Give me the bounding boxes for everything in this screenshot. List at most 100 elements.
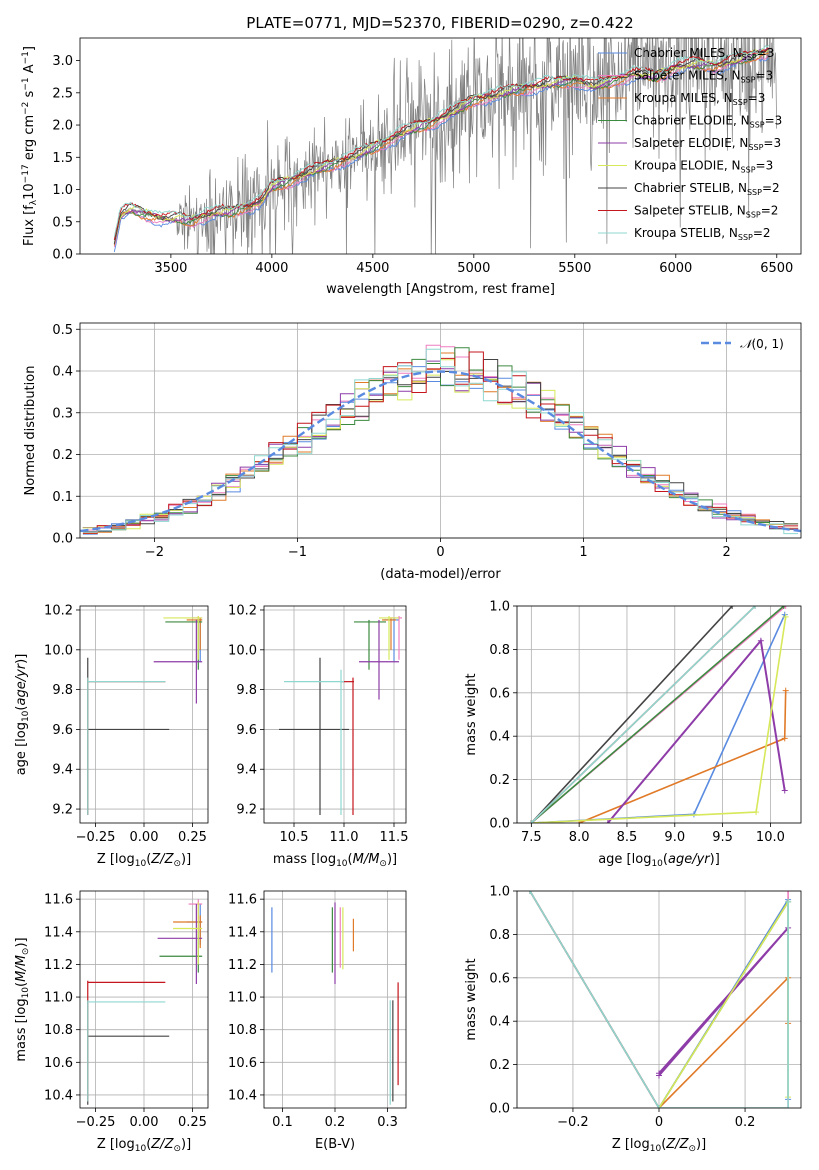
axes-frame — [79, 322, 802, 539]
age-vs-Z-panel: −0.25 0.00 0.25 9.2 9.4 9.6 9.8 10.0 10.2 Z [log1… — [14, 603, 209, 869]
y-tick-label: 9.8 — [52, 683, 73, 698]
mass-vs-Z-panel: −0.25 0.00 0.25 10.4 10.6 10.8 11.0 11.2 11.4 11.… — [14, 890, 209, 1154]
panels-layer: 3500 4000 4500 5000 5500 6000 6500 0.0 0.5 1.0 1.5… — [14, 37, 802, 1154]
x-axis-label: Z [log10(Z/Z⊙)] — [97, 852, 191, 869]
y-tick-label: 11.6 — [44, 893, 73, 908]
x-tick-label: 1 — [579, 545, 587, 560]
weight-marker-3 — [780, 606, 787, 609]
y-tick-label: 11.6 — [228, 893, 257, 908]
x-tick-label: 8.5 — [617, 830, 638, 845]
y-tick-label: 10.6 — [228, 1056, 257, 1071]
weight-vs-Z-plot-area — [526, 891, 792, 1108]
x-tick-label: 0.25 — [178, 830, 207, 845]
x-tick-label: −0.2 — [557, 1115, 589, 1130]
spectrum-plot-area — [113, 38, 777, 254]
x-tick-label: 10.0 — [756, 830, 785, 845]
weight-marker-8 — [785, 898, 792, 905]
axes-frame — [516, 605, 802, 824]
x-tick-label: −0.25 — [76, 830, 116, 845]
y-tick-label: 11.0 — [44, 991, 73, 1006]
x-tick-label: 9.0 — [664, 830, 685, 845]
y-axis-label: age [log10(age/yr)] — [14, 654, 31, 776]
y-tick-label: 0.4 — [489, 1015, 510, 1030]
y-tick-label: 1.0 — [489, 885, 510, 900]
residuals-legend: 𝒩(0, 1) — [701, 337, 784, 351]
weight-vs-age-panel: 7.5 8.0 8.5 9.0 9.5 10.0 0.0 0.2 0.4 0.6 0.8 1.0 age… — [464, 600, 802, 869]
x-tick-label: 11.0 — [330, 830, 359, 845]
x-tick-label: 0.1 — [272, 1115, 293, 1130]
y-tick-label: 0.5 — [52, 215, 73, 230]
x-tick-label: 0.3 — [377, 1115, 398, 1130]
x-tick-label: 0 — [436, 545, 444, 560]
y-axis-label: mass weight — [464, 673, 479, 755]
weight-marker-4 — [656, 1072, 662, 1079]
y-tick-label: 0.2 — [489, 1058, 510, 1073]
y-tick-label: 0.4 — [489, 730, 510, 745]
x-tick-label: 5000 — [457, 261, 490, 276]
x-tick-label: 0.25 — [178, 1115, 207, 1130]
y-tick-label: 0.6 — [489, 971, 510, 986]
model-spectrum-6 — [113, 48, 769, 245]
figure-title: PLATE=0771, MJD=52370, FIBERID=0290, z=0… — [246, 14, 633, 32]
y-tick-label: 2.5 — [52, 86, 73, 101]
y-tick-label: 10.8 — [44, 1023, 73, 1038]
weight-marker-1 — [785, 891, 792, 894]
x-tick-label: 0 — [655, 1115, 663, 1130]
residuals-plot-area — [80, 344, 801, 535]
y-tick-label: 10.0 — [44, 643, 73, 658]
x-tick-label: 0.2 — [325, 1115, 346, 1130]
x-axis-label: (data-model)/error — [380, 567, 501, 582]
y-tick-label: 0.3 — [52, 406, 73, 421]
y-tick-label: 0.6 — [489, 686, 510, 701]
weight-marker-5 — [782, 613, 789, 620]
mass-vs-EBV-plot-area — [271, 902, 399, 1105]
y-tick-label: 9.2 — [236, 803, 257, 818]
x-tick-label: 5500 — [558, 261, 591, 276]
y-tick-label: 9.8 — [236, 683, 257, 698]
legend-entry: Chabrier MILES, NSSP=3 — [634, 46, 774, 62]
weight-marker-1 — [782, 606, 789, 609]
x-tick-label: −0.25 — [76, 1115, 116, 1130]
spectrum-legend: Chabrier MILES, NSSP=3 Salpeter MILES, NS… — [598, 46, 782, 242]
age-vs-mass-panel: 10.5 11.0 11.5 9.2 9.4 9.6 9.8 10.0 10.2 mass [lo… — [228, 603, 408, 869]
legend-entry: Salpeter ELODIE, NSSP=3 — [634, 136, 781, 152]
gaussian-curve — [80, 370, 801, 533]
y-tick-label: 11.2 — [228, 958, 257, 973]
model-spectrum-5 — [113, 48, 770, 244]
legend-entry: Salpeter MILES, NSSP=3 — [634, 69, 773, 85]
x-tick-label: 0.2 — [735, 1115, 756, 1130]
y-tick-label: 9.6 — [52, 723, 73, 738]
axes-frame — [263, 605, 407, 824]
model-spectrum-3 — [113, 49, 769, 245]
x-tick-label: 4500 — [356, 261, 389, 276]
y-tick-label: 9.6 — [236, 723, 257, 738]
model-spectrum-7 — [113, 47, 769, 241]
weight-marker-8 — [528, 820, 535, 823]
y-tick-label: 0.2 — [52, 448, 73, 463]
y-tick-label: 0.0 — [489, 1102, 510, 1117]
y-tick-label: 11.0 — [228, 991, 257, 1006]
axes-frame — [79, 605, 209, 824]
x-tick-label: 11.5 — [380, 830, 409, 845]
x-tick-label: 4000 — [255, 261, 288, 276]
weight-line-6 — [530, 606, 733, 823]
weight-marker-6 — [729, 606, 736, 609]
weight-line-3 — [530, 606, 785, 823]
y-tick-label: 9.4 — [236, 763, 257, 778]
y-tick-label: 0.1 — [52, 490, 73, 505]
weight-marker-8 — [526, 891, 533, 894]
y-tick-label: 10.0 — [228, 643, 257, 658]
x-axis-label: wavelength [Angstrom, rest frame] — [326, 282, 555, 297]
y-tick-label: 9.4 — [52, 763, 73, 778]
weight-marker-4 — [781, 787, 788, 794]
y-tick-label: 9.2 — [52, 803, 73, 818]
y-tick-label: 0.2 — [489, 773, 510, 788]
x-axis-label: E(B-V) — [315, 1137, 355, 1152]
residuals-panel: −2 −1 0 1 2 0.0 0.1 0.2 0.3 0.4 0.5 𝒩(0, 1) (data-mo… — [23, 322, 802, 582]
legend-entry: 𝒩(0, 1) — [740, 337, 784, 351]
y-tick-label: 0.8 — [489, 928, 510, 943]
weight-marker-5 — [753, 809, 760, 816]
legend-entry: Kroupa MILES, NSSP=3 — [634, 91, 765, 107]
x-tick-label: −1 — [288, 545, 307, 560]
